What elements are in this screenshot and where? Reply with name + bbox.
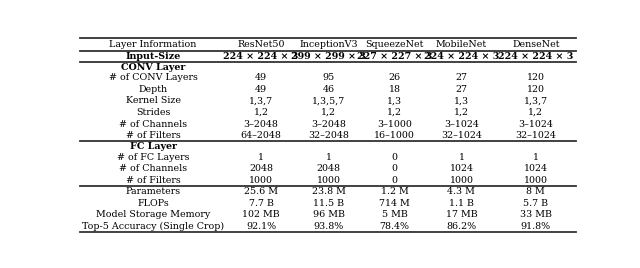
Text: InceptionV3: InceptionV3 — [300, 40, 358, 49]
Text: # of FC Layers: # of FC Layers — [117, 152, 189, 162]
Text: Strides: Strides — [136, 108, 170, 117]
Text: 1,2: 1,2 — [529, 108, 543, 117]
Text: 5.7 B: 5.7 B — [524, 199, 548, 208]
Text: CONV Layer: CONV Layer — [121, 62, 186, 72]
Text: Model Storage Memory: Model Storage Memory — [96, 210, 211, 219]
Text: 25.6 M: 25.6 M — [244, 187, 278, 196]
Text: 1,2: 1,2 — [253, 108, 269, 117]
Text: 2048: 2048 — [249, 164, 273, 173]
Text: FC Layer: FC Layer — [130, 142, 177, 151]
Text: 1: 1 — [326, 152, 332, 162]
Text: 91.8%: 91.8% — [521, 222, 551, 231]
Text: 1.2 M: 1.2 M — [381, 187, 408, 196]
Text: 26: 26 — [388, 73, 401, 82]
Text: 1,2: 1,2 — [454, 108, 469, 117]
Text: Input-Size: Input-Size — [125, 52, 180, 61]
Text: 46: 46 — [323, 85, 335, 94]
Text: 1024: 1024 — [524, 164, 548, 173]
Text: # of Filters: # of Filters — [126, 131, 180, 140]
Text: 1000: 1000 — [249, 176, 273, 185]
Text: 1: 1 — [533, 152, 539, 162]
Text: 1000: 1000 — [449, 176, 474, 185]
Text: ResNet50: ResNet50 — [237, 40, 285, 49]
Text: 0: 0 — [392, 176, 397, 185]
Text: 86.2%: 86.2% — [446, 222, 477, 231]
Text: 5 MB: 5 MB — [381, 210, 408, 219]
Text: 3–2048: 3–2048 — [244, 120, 278, 129]
Text: 27: 27 — [456, 85, 467, 94]
Text: 1000: 1000 — [524, 176, 548, 185]
Text: 64–2048: 64–2048 — [241, 131, 282, 140]
Text: 1: 1 — [258, 152, 264, 162]
Text: 102 MB: 102 MB — [242, 210, 280, 219]
Text: Kernel Size: Kernel Size — [125, 96, 180, 105]
Text: 92.1%: 92.1% — [246, 222, 276, 231]
Text: 1.1 B: 1.1 B — [449, 199, 474, 208]
Text: 1000: 1000 — [317, 176, 340, 185]
Text: # of Channels: # of Channels — [119, 120, 188, 129]
Text: 120: 120 — [527, 85, 545, 94]
Text: 1,3: 1,3 — [454, 96, 469, 105]
Text: 3–2048: 3–2048 — [311, 120, 346, 129]
Text: 1,2: 1,2 — [321, 108, 336, 117]
Text: 49: 49 — [255, 85, 267, 94]
Text: 3–1024: 3–1024 — [518, 120, 553, 129]
Text: 2048: 2048 — [317, 164, 340, 173]
Text: 0: 0 — [392, 164, 397, 173]
Text: 49: 49 — [255, 73, 267, 82]
Text: SqueezeNet: SqueezeNet — [365, 40, 424, 49]
Text: 32–1024: 32–1024 — [515, 131, 556, 140]
Text: DenseNet: DenseNet — [512, 40, 559, 49]
Text: Layer Information: Layer Information — [109, 40, 197, 49]
Text: 18: 18 — [388, 85, 401, 94]
Text: 1: 1 — [458, 152, 465, 162]
Text: # of CONV Layers: # of CONV Layers — [109, 73, 198, 82]
Text: 7.7 B: 7.7 B — [248, 199, 273, 208]
Text: # of Channels: # of Channels — [119, 164, 188, 173]
Text: 33 MB: 33 MB — [520, 210, 552, 219]
Text: 95: 95 — [323, 73, 335, 82]
Text: Parameters: Parameters — [125, 187, 180, 196]
Text: 32–2048: 32–2048 — [308, 131, 349, 140]
Text: 0: 0 — [392, 152, 397, 162]
Text: FLOPs: FLOPs — [138, 199, 169, 208]
Text: 1,3,7: 1,3,7 — [524, 96, 548, 105]
Text: 11.5 B: 11.5 B — [313, 199, 344, 208]
Text: 78.4%: 78.4% — [380, 222, 410, 231]
Text: Top-5 Accuracy (Single Crop): Top-5 Accuracy (Single Crop) — [82, 222, 224, 231]
Text: 224 × 224 × 3: 224 × 224 × 3 — [498, 52, 573, 61]
Text: 1,3,7: 1,3,7 — [249, 96, 273, 105]
Text: 3–1000: 3–1000 — [377, 120, 412, 129]
Text: 1,3: 1,3 — [387, 96, 402, 105]
Text: Depth: Depth — [139, 85, 168, 94]
Text: MobileNet: MobileNet — [436, 40, 487, 49]
Text: 23.8 M: 23.8 M — [312, 187, 346, 196]
Text: 4.3 M: 4.3 M — [447, 187, 476, 196]
Text: 8 M: 8 M — [527, 187, 545, 196]
Text: # of Filters: # of Filters — [126, 176, 180, 185]
Text: 227 × 227 × 3: 227 × 227 × 3 — [356, 52, 432, 61]
Text: 93.8%: 93.8% — [314, 222, 344, 231]
Text: 1,2: 1,2 — [387, 108, 402, 117]
Text: 299 × 299 × 3: 299 × 299 × 3 — [291, 52, 366, 61]
Text: 714 M: 714 M — [379, 199, 410, 208]
Text: 17 MB: 17 MB — [445, 210, 477, 219]
Text: 3–1024: 3–1024 — [444, 120, 479, 129]
Text: 96 MB: 96 MB — [313, 210, 345, 219]
Text: 27: 27 — [456, 73, 467, 82]
Text: 1024: 1024 — [449, 164, 474, 173]
Text: 120: 120 — [527, 73, 545, 82]
Text: 1,3,5,7: 1,3,5,7 — [312, 96, 346, 105]
Text: 16–1000: 16–1000 — [374, 131, 415, 140]
Text: 32–1024: 32–1024 — [441, 131, 482, 140]
Text: 224 × 224 × 3: 224 × 224 × 3 — [424, 52, 499, 61]
Text: 224 × 224 × 3: 224 × 224 × 3 — [223, 52, 299, 61]
